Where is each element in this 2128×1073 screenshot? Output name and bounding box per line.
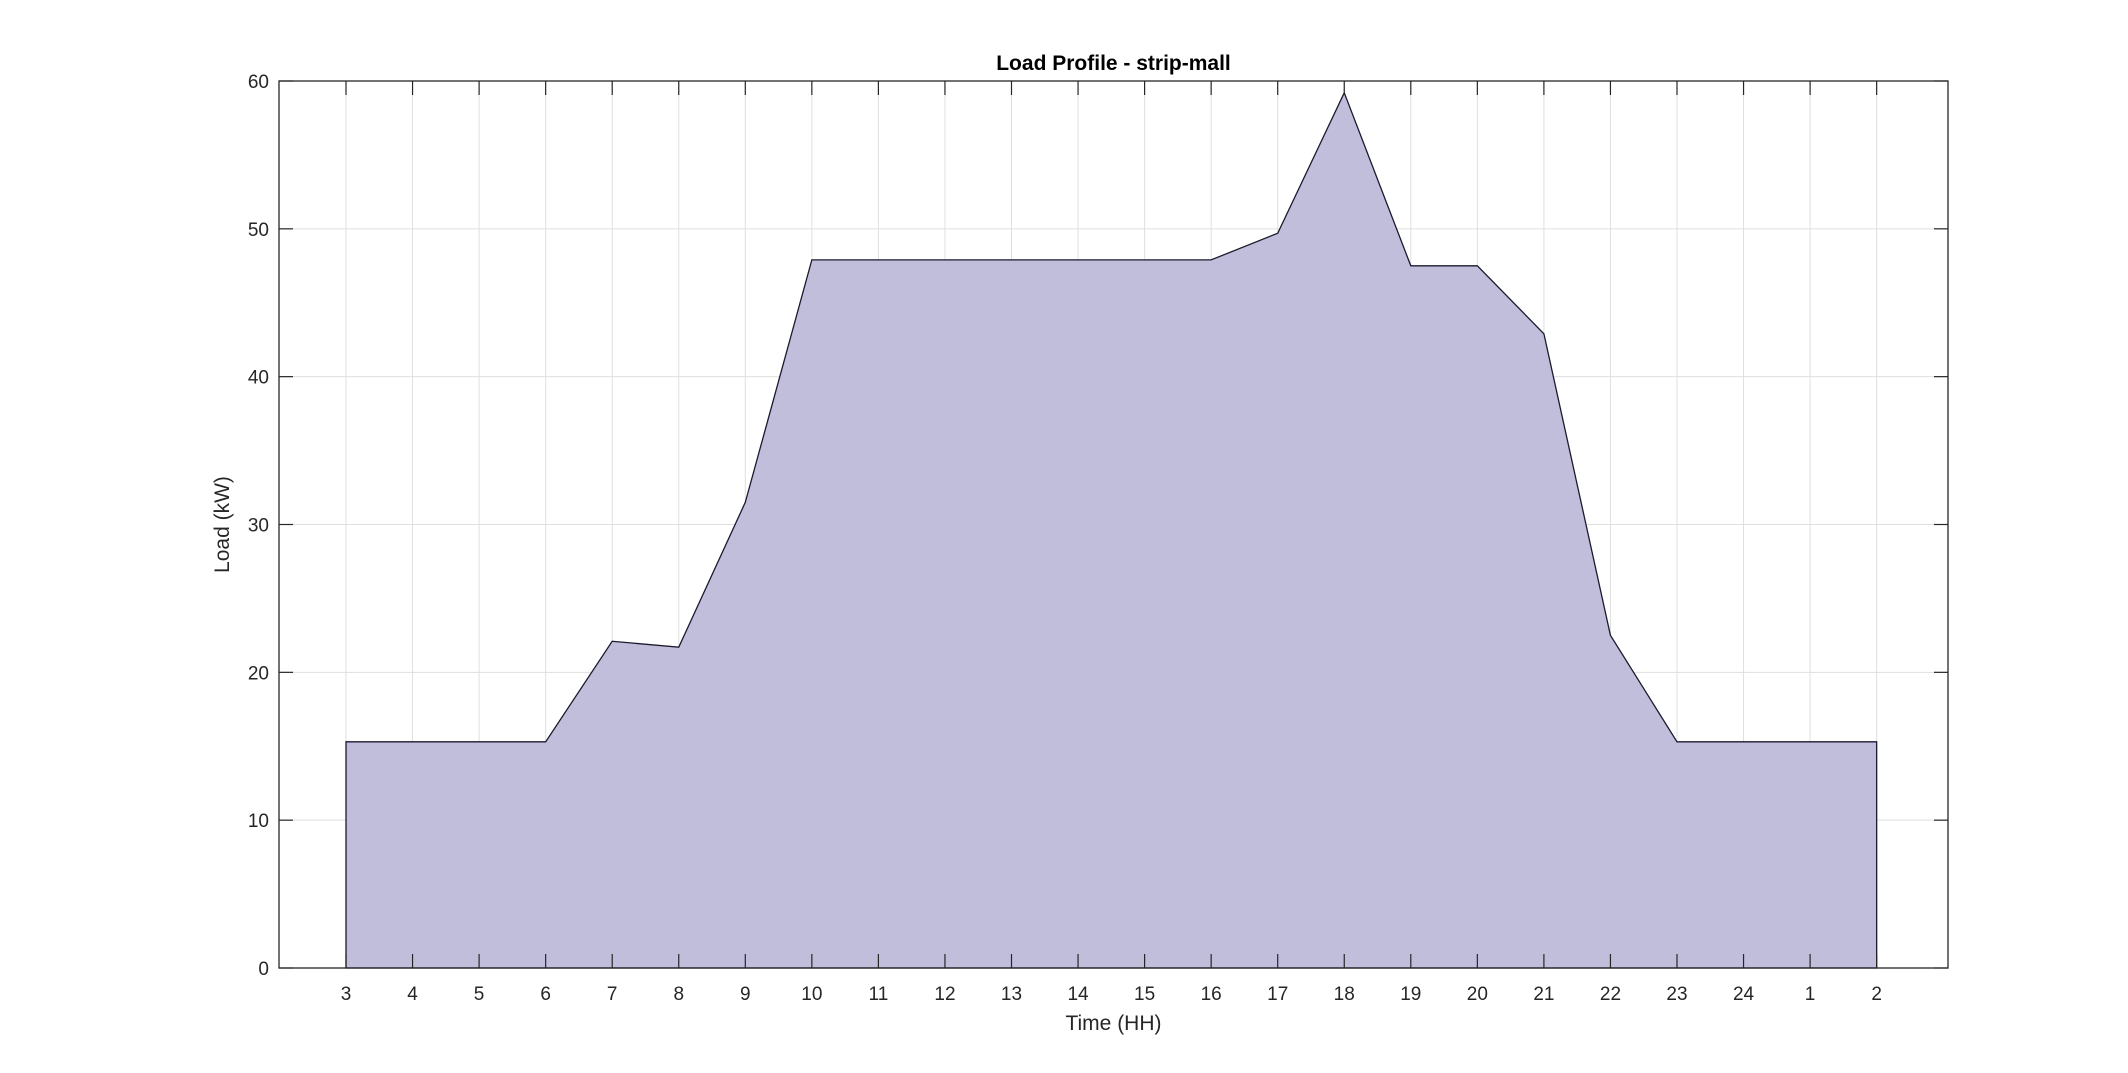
x-tick-label: 20 — [1467, 984, 1488, 1005]
x-tick-label: 13 — [1001, 984, 1022, 1005]
x-tick-label: 8 — [673, 984, 684, 1005]
x-tick-label: 2 — [1871, 984, 1882, 1005]
x-tick-label: 1 — [1805, 984, 1816, 1005]
y-tick-label: 0 — [258, 959, 269, 980]
load-area — [345, 91, 1878, 969]
x-axis-label: Time (HH) — [1065, 1012, 1161, 1035]
y-tick-label: 60 — [248, 72, 269, 93]
axis-ticks: 3 4 5 6 7 8 9 10 11 12 13 14 15 16 17 18 19 20 21 22 23 24 1 20… — [248, 72, 1948, 1005]
y-tick-label: 40 — [248, 368, 269, 389]
x-tick-label: 10 — [801, 984, 822, 1005]
x-tick-label: 21 — [1533, 984, 1554, 1005]
x-tick-label: 4 — [407, 984, 418, 1005]
x-tick-label: 3 — [341, 984, 352, 1005]
area-series — [345, 91, 1878, 969]
x-tick-label: 9 — [740, 984, 751, 1005]
x-tick-label: 14 — [1067, 984, 1089, 1005]
x-tick-label: 24 — [1733, 984, 1755, 1005]
x-tick-label: 19 — [1400, 984, 1421, 1005]
x-tick-label: 15 — [1134, 984, 1155, 1005]
y-tick-label: 50 — [248, 220, 269, 241]
x-tick-label: 22 — [1600, 984, 1621, 1005]
x-tick-label: 18 — [1334, 984, 1355, 1005]
y-axis-label: Load (kW) — [211, 476, 234, 573]
x-tick-label: 23 — [1666, 984, 1687, 1005]
x-tick-label: 5 — [474, 984, 485, 1005]
chart-title: Load Profile - strip-mall — [996, 52, 1231, 75]
x-tick-label: 7 — [607, 984, 618, 1005]
x-tick-label: 17 — [1267, 984, 1288, 1005]
y-tick-label: 30 — [248, 516, 269, 537]
x-tick-label: 11 — [869, 984, 889, 1005]
x-tick-label: 12 — [934, 984, 955, 1005]
y-tick-label: 10 — [248, 811, 269, 832]
x-tick-label: 6 — [540, 984, 551, 1005]
x-tick-label: 16 — [1201, 984, 1222, 1005]
y-tick-label: 20 — [248, 663, 269, 684]
